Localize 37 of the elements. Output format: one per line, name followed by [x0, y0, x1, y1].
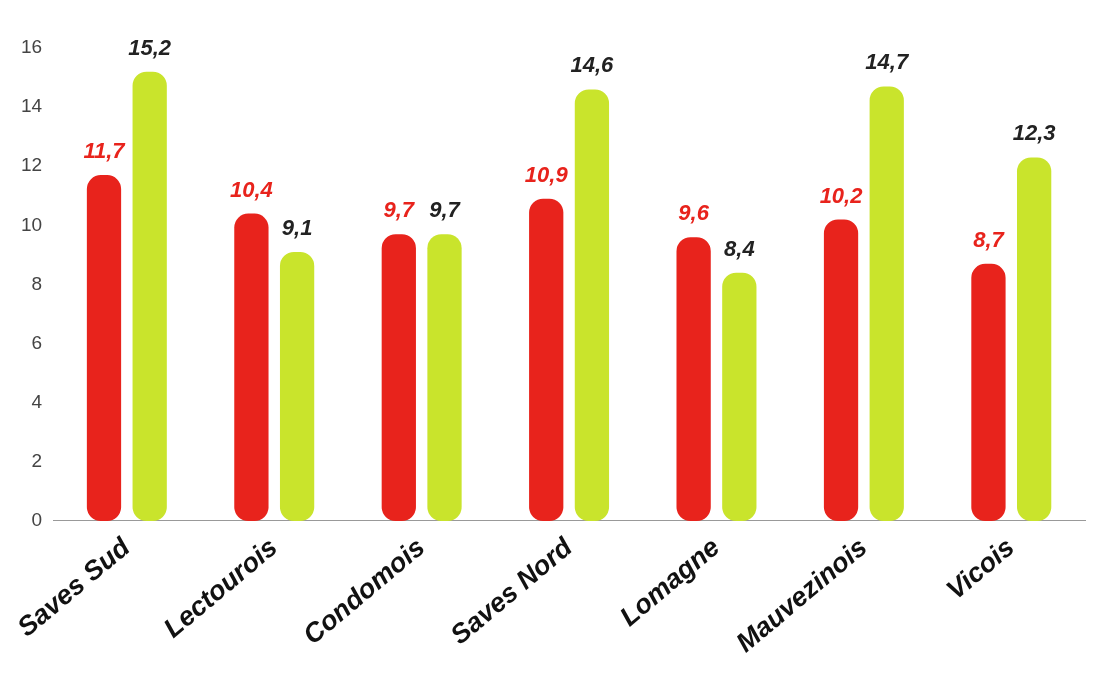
bar	[869, 86, 904, 521]
bar	[823, 219, 859, 521]
data-label: 9,7	[383, 197, 416, 223]
data-label: 14,7	[865, 49, 910, 75]
data-label: 8,7	[973, 226, 1006, 252]
bar	[234, 213, 269, 521]
y-tick-label: 16	[20, 36, 43, 58]
data-label: 10,4	[229, 176, 273, 202]
bar	[722, 272, 757, 521]
bar	[427, 234, 462, 521]
y-tick-label: 10	[20, 213, 43, 235]
y-tick-label: 12	[20, 154, 43, 176]
y-tick-label: 2	[31, 450, 43, 472]
data-label: 10,2	[819, 182, 864, 208]
bar	[86, 175, 122, 521]
y-tick-label: 14	[20, 95, 43, 117]
bar	[676, 237, 711, 521]
y-tick-label: 6	[31, 331, 43, 353]
bar	[574, 89, 610, 521]
bar	[1017, 157, 1052, 521]
y-tick-label: 4	[31, 390, 43, 412]
bar	[381, 234, 416, 521]
data-label: 10,9	[524, 161, 569, 187]
y-tick-label: 0	[31, 509, 43, 531]
bar	[971, 263, 1006, 521]
bar	[529, 198, 564, 521]
data-label: 9,6	[678, 200, 710, 226]
data-label: 9,7	[429, 197, 462, 223]
data-label: 15,2	[128, 34, 172, 60]
data-label: 8,4	[724, 235, 755, 261]
data-label: 12,3	[1012, 120, 1056, 146]
bar	[132, 71, 167, 521]
data-label: 14,6	[570, 52, 615, 78]
y-tick-label: 8	[31, 272, 43, 294]
data-label: 9,1	[281, 215, 313, 241]
data-label: 11,7	[83, 138, 127, 164]
bar	[279, 251, 315, 521]
